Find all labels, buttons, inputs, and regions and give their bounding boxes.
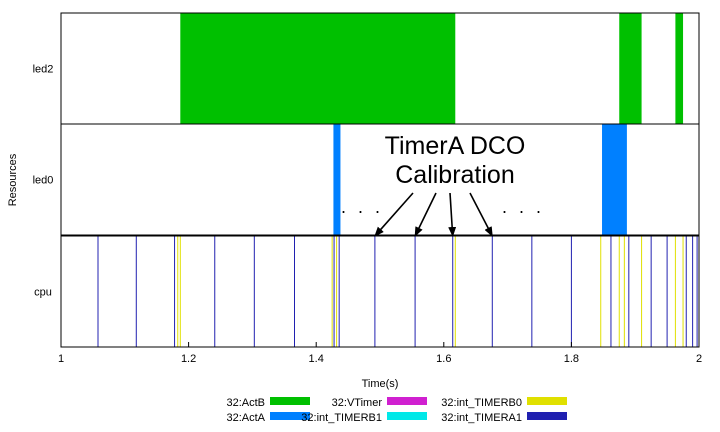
annotation-arrow-2 [448, 192, 457, 237]
x-axis-title: Time(s) [362, 378, 399, 390]
legend-label-0: 32:ActB [226, 397, 265, 409]
lane-led0: led0 [33, 123, 700, 236]
ellipsis-left: · · · [341, 201, 384, 221]
ellipsis-right: · · · [502, 201, 545, 221]
legend-label-2: 32:VTimer [332, 397, 383, 409]
annotation-arrow-0 [374, 192, 414, 237]
x-axis: 1 1.2 1.4 1.6 1.8 2 [58, 342, 702, 365]
event-bar-led0-1 [602, 124, 627, 235]
legend-label-1: 32:ActA [226, 412, 265, 424]
x-tick-label-0: 1 [58, 353, 64, 365]
legend-swatch-3 [387, 412, 427, 420]
event-bar-led2-0 [180, 13, 456, 124]
legend-label-3: 32:int_TIMERB1 [301, 412, 382, 424]
legend: 32:ActB 32:ActA 32:VTimer 32:int_TIMERB1 32:… [226, 397, 567, 424]
lane-label-led0: led0 [33, 175, 54, 187]
legend-label-5: 32:int_TIMERA1 [441, 412, 522, 424]
event-bar-led2-1 [619, 13, 642, 124]
event-bar-led2-2 [675, 13, 684, 124]
legend-swatch-4 [527, 397, 567, 405]
lane-cpu: cpu [34, 235, 700, 348]
x-tick-label-4: 1.8 [564, 353, 579, 365]
x-tick-label-3: 1.6 [436, 353, 451, 365]
y-axis-title: Resources [7, 153, 19, 206]
lane-background [61, 124, 699, 235]
lane-label-cpu: cpu [34, 287, 52, 299]
legend-label-4: 32:int_TIMERB0 [441, 397, 522, 409]
annotation: TimerA DCO Calibration · · · · · · [341, 132, 545, 237]
legend-swatch-1 [270, 412, 310, 420]
annotation-line-1: TimerA DCO [385, 132, 526, 160]
annotation-arrow-1 [414, 192, 437, 237]
x-tick-label-5: 2 [696, 353, 702, 365]
legend-swatch-2 [387, 397, 427, 405]
lanes-layer: led2 led0 cpu [33, 12, 700, 348]
x-tick-label-2: 1.4 [309, 353, 324, 365]
lane-led2: led2 [33, 12, 700, 125]
event-bar-led0-0 [333, 124, 341, 235]
legend-swatch-0 [270, 397, 310, 405]
lane-background [61, 236, 699, 347]
lane-label-led2: led2 [33, 64, 54, 76]
annotation-arrow-3 [469, 192, 493, 237]
annotation-line-2: Calibration [395, 161, 515, 189]
x-tick-label-1: 1.2 [181, 353, 196, 365]
legend-swatch-5 [527, 412, 567, 420]
